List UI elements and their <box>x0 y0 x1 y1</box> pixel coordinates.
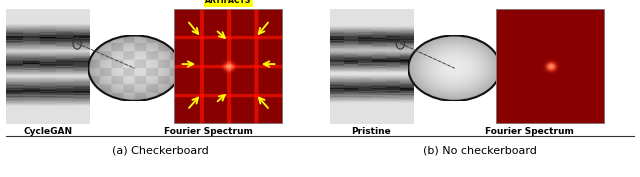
Text: (a) Checkerboard: (a) Checkerboard <box>111 145 209 155</box>
Text: (b) No checkerboard: (b) No checkerboard <box>423 145 537 155</box>
Text: ARTIFACTS: ARTIFACTS <box>205 0 252 5</box>
Text: Fourier Spectrum: Fourier Spectrum <box>485 127 574 136</box>
Text: Fourier Spectrum: Fourier Spectrum <box>164 127 253 136</box>
Text: CycleGAN: CycleGAN <box>24 127 72 136</box>
Text: Pristine: Pristine <box>351 127 391 136</box>
